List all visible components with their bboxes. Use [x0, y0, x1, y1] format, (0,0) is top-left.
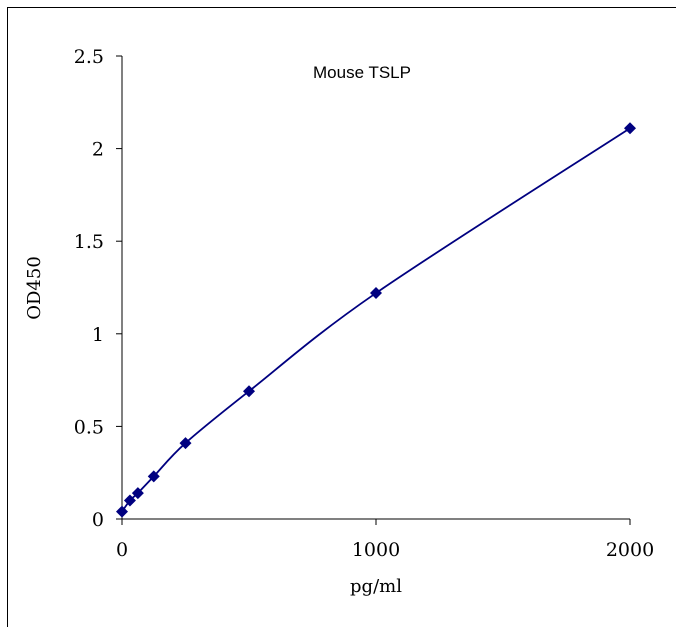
chart-frame	[7, 7, 676, 627]
data-point	[370, 287, 382, 300]
x-tick-label: 0	[116, 539, 128, 561]
fit-curve	[121, 127, 631, 513]
y-axis-label: OD450	[24, 256, 45, 320]
x-axis-label: pg/ml	[350, 576, 402, 597]
chart-title: Mouse TSLP	[313, 63, 411, 82]
data-point	[179, 437, 192, 450]
data-point	[243, 385, 255, 398]
y-tick-label: 0	[92, 509, 104, 531]
data-point	[147, 470, 160, 483]
data-point	[123, 494, 136, 507]
y-tick-label: 2	[92, 139, 104, 161]
data-point	[624, 122, 636, 135]
data-points	[116, 122, 636, 518]
y-tick-label: 1	[92, 324, 104, 346]
x-tick-label: 2000	[606, 539, 654, 561]
axis-ticks: 0 0.5 1 1.5 2 2.5 0 1000 2000	[74, 46, 654, 561]
x-tick-label: 1000	[352, 539, 400, 561]
y-tick-label: 2.5	[74, 46, 104, 68]
data-point	[131, 487, 144, 500]
data-point	[116, 505, 128, 518]
y-tick-label: 1.5	[74, 231, 104, 253]
y-tick-label: 0.5	[74, 416, 104, 438]
